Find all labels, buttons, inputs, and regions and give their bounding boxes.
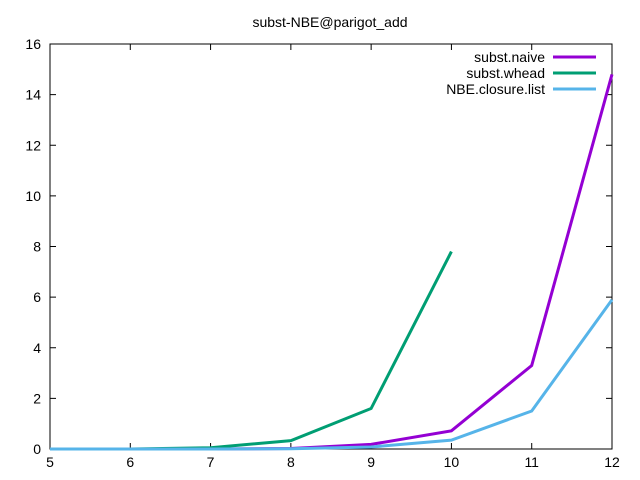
x-tick-label: 7 (207, 454, 215, 470)
legend-label: NBE.closure.list (446, 81, 545, 97)
y-tick-label: 8 (33, 239, 41, 255)
y-tick-label: 6 (33, 289, 41, 305)
y-tick-label: 0 (33, 441, 41, 457)
y-axis: 0 2 4 6 8 10 12 14 16 (25, 36, 612, 457)
series-line-nbe-closure-list (50, 298, 614, 451)
x-tick-label: 10 (444, 454, 460, 470)
legend-label: subst.whead (466, 65, 545, 81)
y-tick-label: 4 (33, 340, 41, 356)
chart-title: subst-NBE@parigot_add (252, 14, 407, 30)
x-tick-label: 6 (126, 454, 134, 470)
y-tick-label: 16 (25, 36, 41, 52)
y-tick-label: 10 (25, 188, 41, 204)
x-tick-label: 8 (287, 454, 295, 470)
y-tick-label: 14 (25, 87, 41, 103)
y-tick-label: 12 (25, 137, 41, 153)
y-tick-label: 2 (33, 390, 41, 406)
x-tick-label: 5 (46, 454, 54, 470)
x-tick-label: 11 (524, 454, 539, 470)
series-group (50, 74, 614, 451)
x-tick-label: 12 (604, 454, 620, 470)
x-tick-label: 9 (367, 454, 375, 470)
legend-label: subst.naive (474, 49, 545, 65)
x-axis: 5 6 7 8 9 10 11 12 (46, 44, 620, 470)
